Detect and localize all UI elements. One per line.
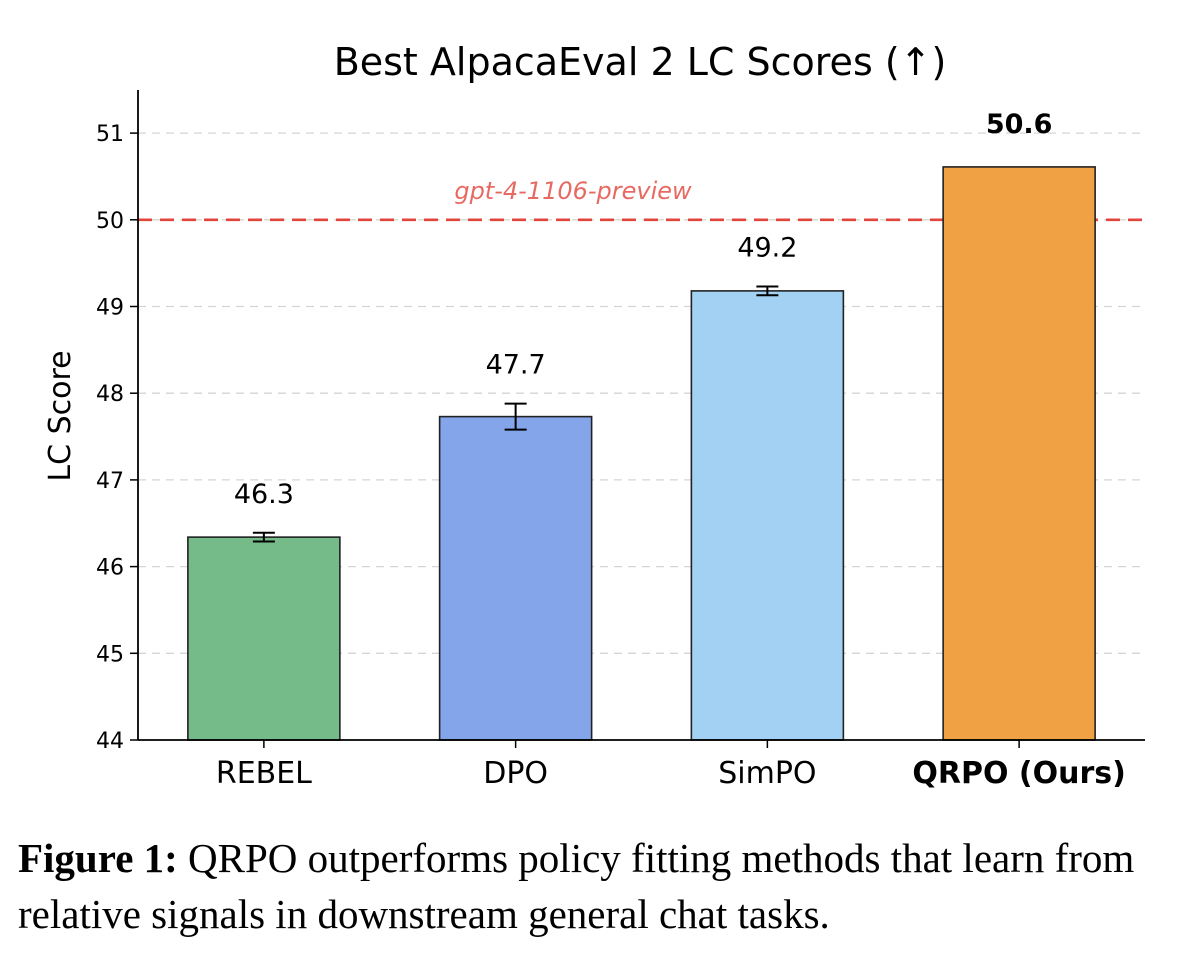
y-axis-label: LC Score <box>43 350 78 481</box>
y-tick-label: 48 <box>96 382 124 407</box>
y-tick-label: 50 <box>96 209 124 234</box>
caption-text: QRPO outperforms policy fitting methods … <box>18 835 1135 937</box>
x-tick-label: REBEL <box>216 756 312 791</box>
x-tick-label: DPO <box>483 756 548 791</box>
y-tick-label: 46 <box>96 556 124 581</box>
x-tick-label: QRPO (Ours) <box>912 756 1125 791</box>
bar <box>438 415 593 741</box>
bar-chart: 46.3 47.7 49.2 50.6 44 45 46 47 48 49 50 51 REBEL DP… <box>43 40 1145 791</box>
bar <box>187 536 341 741</box>
reference-line-label: gpt-4-1106-preview <box>454 177 692 205</box>
data-label: 49.2 <box>737 233 797 264</box>
figure-caption: Figure 1: QRPO outperforms policy fittin… <box>18 830 1188 942</box>
bars: 46.3 47.7 49.2 50.6 <box>187 109 1096 741</box>
data-label: 46.3 <box>234 479 294 510</box>
y-tick-label: 44 <box>96 729 124 754</box>
y-tick-label: 49 <box>96 296 124 321</box>
y-tick-label: 45 <box>96 642 124 667</box>
bar <box>942 166 1096 741</box>
data-label: 47.7 <box>486 350 546 381</box>
x-tick-label: SimPO <box>718 756 816 791</box>
chart-title: Best AlpacaEval 2 LC Scores (↑) <box>334 40 947 84</box>
data-label: 50.6 <box>986 109 1053 140</box>
bar <box>690 290 845 741</box>
axes <box>137 90 1145 741</box>
y-tick-label: 47 <box>96 469 124 494</box>
y-tick-label: 51 <box>96 122 124 147</box>
caption-label: Figure 1: <box>18 835 178 881</box>
tick-labels: 44 45 46 47 48 49 50 51 REBEL DPO SimPO QRPO (Ours) <box>96 122 1126 791</box>
